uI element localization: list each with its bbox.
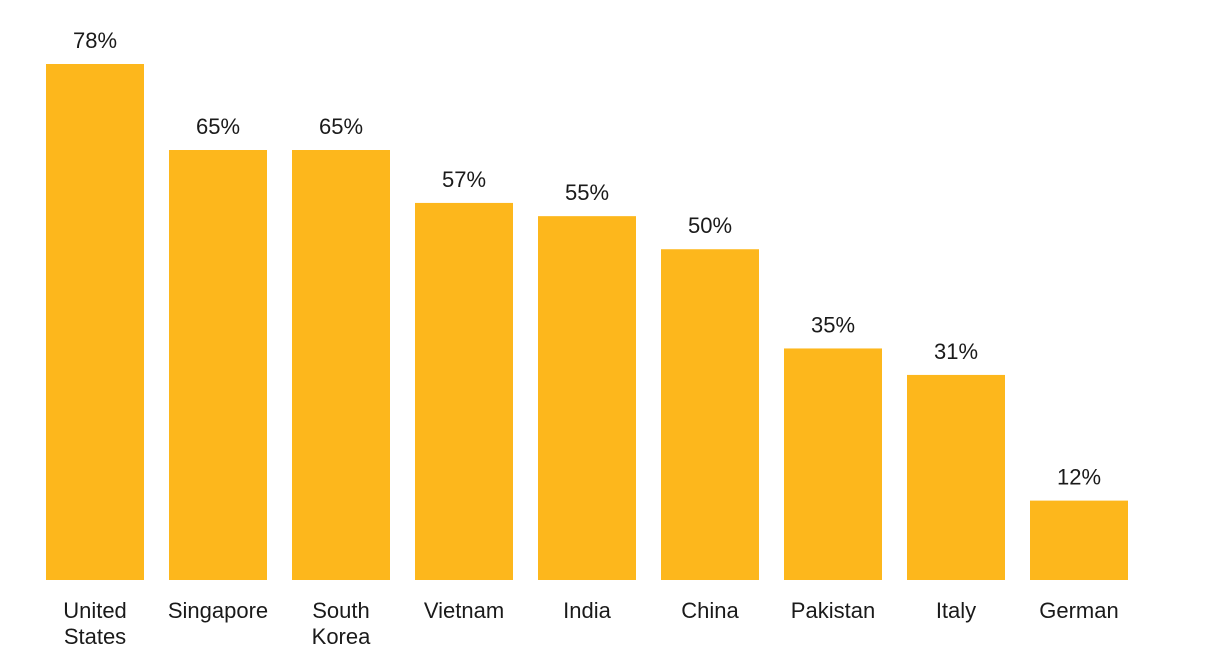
data-label: 50% [688, 213, 732, 238]
bar [661, 249, 759, 580]
x-tick-label: Pakistan [791, 598, 875, 623]
x-tick-label-line: South [312, 598, 370, 623]
data-label: 65% [196, 114, 240, 139]
bar [538, 216, 636, 580]
bars-group [46, 64, 1128, 580]
bar [46, 64, 144, 580]
value-labels-group: 78% 65% 65% 57% 55% 50% 35% 31% 12% [73, 28, 1101, 490]
bar [169, 150, 267, 580]
x-tick-label: German [1039, 598, 1118, 623]
data-label: 65% [319, 114, 363, 139]
x-tick-label: Vietnam [424, 598, 504, 623]
bar [907, 374, 1005, 580]
bar [784, 348, 882, 580]
data-label: 57% [442, 167, 486, 192]
x-tick-label-line: Pakistan [791, 598, 875, 623]
x-tick-label-line: German [1039, 598, 1118, 623]
x-tick-label: United States [63, 598, 127, 649]
category-labels-group: United States Singapore South Korea Vietnam In… [63, 598, 1119, 649]
bar [415, 202, 513, 580]
x-tick-label-line: Vietnam [424, 598, 504, 623]
x-tick-label-line: Singapore [168, 598, 268, 623]
x-tick-label-line: Italy [936, 598, 976, 623]
x-tick-label-line: Korea [312, 624, 371, 649]
data-label: 31% [934, 339, 978, 364]
data-label: 55% [565, 180, 609, 205]
x-tick-label-line: India [563, 598, 611, 623]
x-tick-label-line: United [63, 598, 127, 623]
x-tick-label: South Korea [312, 598, 371, 649]
bar [1030, 500, 1128, 580]
x-tick-label: Singapore [168, 598, 268, 623]
data-label: 78% [73, 28, 117, 53]
x-tick-label: Italy [936, 598, 976, 623]
bar [292, 150, 390, 580]
x-tick-label-line: China [681, 598, 739, 623]
data-label: 12% [1057, 465, 1101, 490]
x-tick-label-line: States [64, 624, 126, 649]
x-tick-label: India [563, 598, 611, 623]
x-tick-label: China [681, 598, 739, 623]
data-label: 35% [811, 312, 855, 337]
